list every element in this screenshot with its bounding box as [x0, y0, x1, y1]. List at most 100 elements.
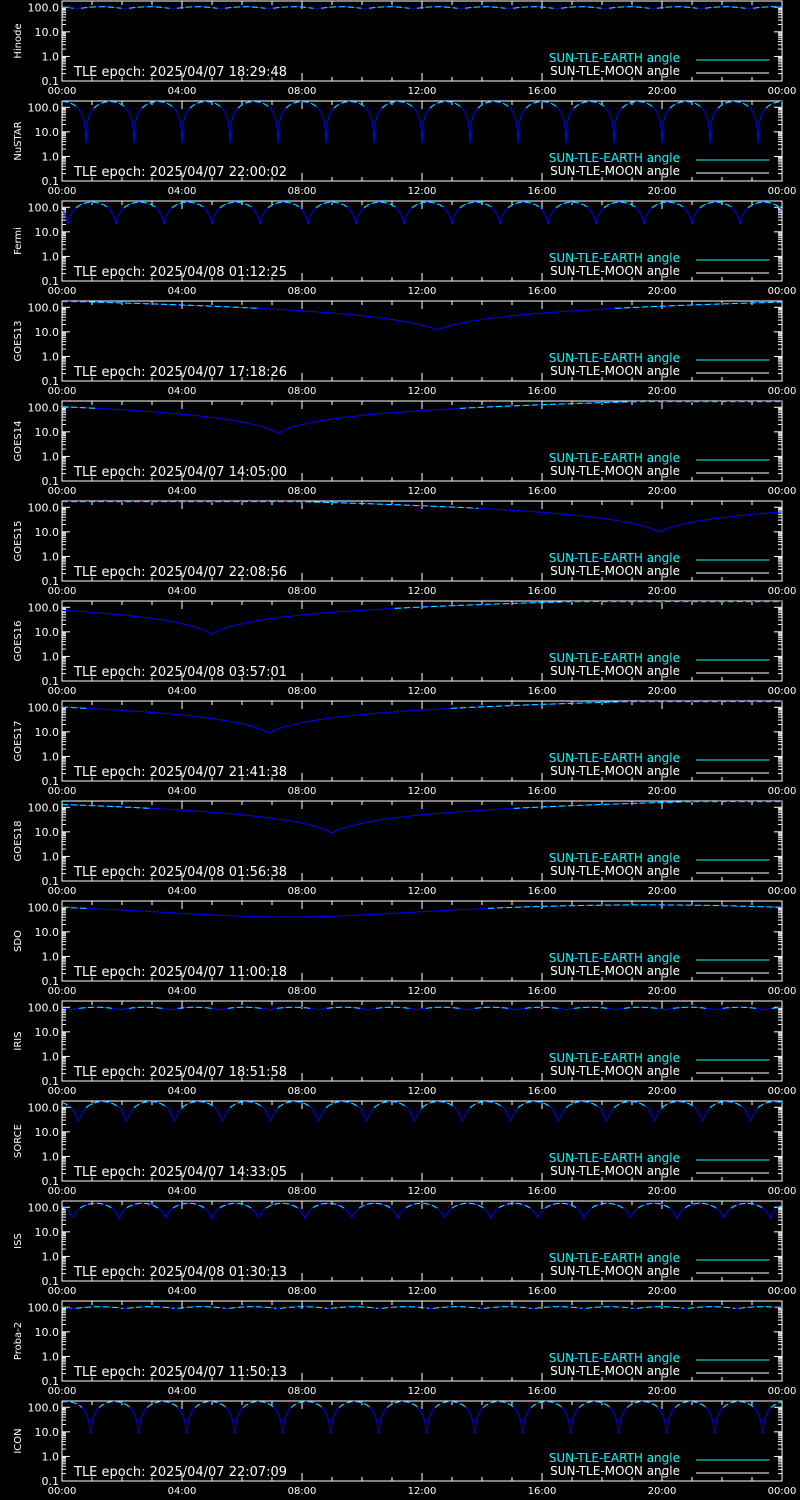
legend-moon-label: SUN-TLE-MOON angle	[550, 964, 680, 978]
x-tick-label: 16:00	[528, 586, 557, 597]
x-tick-label: 08:00	[288, 1286, 317, 1297]
x-tick-label: 00:00	[48, 86, 77, 97]
panel-goes14: 100.010.01.00.100:00 04:00 08:00 12:00 16:00…	[13, 400, 796, 497]
x-tick-label: 12:00	[408, 786, 437, 797]
angle-curve	[62, 101, 782, 145]
panel-iss: 100.010.01.00.100:00 04:00 08:00 12:00 16:00…	[13, 1200, 797, 1297]
x-tick-label: 08:00	[288, 486, 317, 497]
x-tick-label: 16:00	[528, 386, 557, 397]
x-tick-label: 12:00	[408, 486, 437, 497]
x-tick-label: 00:00	[48, 286, 77, 297]
legend-earth-label: SUN-TLE-EARTH angle	[549, 1151, 680, 1165]
y-tick-label: 10.0	[35, 626, 60, 639]
legend-earth-label: SUN-TLE-EARTH angle	[549, 751, 680, 765]
y-tick-label: 10.0	[35, 426, 60, 439]
x-tick-label: 00:00	[48, 1386, 77, 1397]
x-tick-label: 04:00	[168, 586, 197, 597]
x-tick-label: 08:00	[288, 1486, 317, 1497]
x-tick-label: 00:00	[48, 986, 77, 997]
satellite-name: ISS	[13, 1233, 24, 1249]
tle-epoch: TLE epoch: 2025/04/07 22:00:02	[73, 165, 287, 180]
angle-curve-above-90	[62, 801, 782, 809]
y-tick-label: 1.0	[42, 550, 60, 563]
satellite-name: Hinode	[13, 23, 24, 58]
angle-curve-above-90	[61, 1101, 783, 1109]
y-tick-label: 100.0	[28, 401, 60, 414]
x-tick-label: 04:00	[168, 1386, 197, 1397]
y-tick-label: 0.1	[42, 675, 60, 688]
legend-earth-label: SUN-TLE-EARTH angle	[549, 251, 680, 265]
x-tick-label: 20:00	[648, 286, 677, 297]
satellite-name: NuSTAR	[13, 121, 24, 160]
panel-icon: 100.010.01.00.100:00 04:00 08:00 12:00 16:00…	[13, 1400, 796, 1497]
y-tick-label: 0.1	[42, 1375, 60, 1388]
tle-epoch: TLE epoch: 2025/04/07 11:00:18	[73, 965, 287, 980]
tle-epoch: TLE epoch: 2025/04/07 11:50:13	[73, 1365, 287, 1380]
x-tick-label: 20:00	[648, 1286, 677, 1297]
y-tick-label: 10.0	[35, 926, 60, 939]
legend-moon-label: SUN-TLE-MOON angle	[550, 364, 680, 378]
y-tick-label: 0.1	[42, 775, 60, 788]
angle-curve-above-90	[62, 401, 782, 409]
x-tick-label: 08:00	[288, 886, 317, 897]
x-tick-label: 12:00	[408, 286, 437, 297]
y-tick-label: 10.0	[35, 226, 60, 239]
satellite-name: GOES13	[13, 320, 24, 361]
satellite-name: SDO	[13, 930, 24, 952]
x-tick-label: 00:00	[768, 786, 797, 797]
legend-moon-label: SUN-TLE-MOON angle	[550, 164, 680, 178]
x-tick-label: 00:00	[768, 586, 797, 597]
x-tick-label: 00:00	[48, 486, 77, 497]
x-tick-label: 16:00	[528, 686, 557, 697]
tle-epoch: TLE epoch: 2025/04/07 17:18:26	[73, 365, 287, 380]
x-tick-label: 16:00	[528, 286, 557, 297]
x-tick-label: 00:00	[48, 386, 77, 397]
x-tick-label: 20:00	[648, 1386, 677, 1397]
y-tick-label: 1.0	[42, 1250, 60, 1263]
x-tick-label: 20:00	[648, 186, 677, 197]
legend-moon-label: SUN-TLE-MOON angle	[550, 1264, 680, 1278]
angle-curve-above-90	[61, 1202, 783, 1209]
x-tick-label: 04:00	[168, 886, 197, 897]
x-tick-label: 00:00	[768, 286, 797, 297]
x-tick-label: 04:00	[168, 186, 197, 197]
satellite-name: SORCE	[13, 1124, 24, 1158]
legend-moon-label: SUN-TLE-MOON angle	[550, 464, 680, 478]
y-tick-label: 100.0	[28, 801, 60, 814]
y-tick-label: 0.1	[42, 875, 60, 888]
y-tick-label: 100.0	[28, 1201, 60, 1214]
x-tick-label: 08:00	[288, 586, 317, 597]
x-tick-label: 00:00	[768, 686, 797, 697]
legend-earth-label: SUN-TLE-EARTH angle	[549, 51, 680, 65]
satellite-name: GOES18	[13, 820, 24, 861]
angle-curve-above-90	[62, 301, 783, 309]
y-tick-label: 100.0	[28, 1001, 60, 1014]
legend-moon-label: SUN-TLE-MOON angle	[550, 1464, 680, 1478]
x-tick-label: 08:00	[288, 1186, 317, 1197]
x-tick-label: 16:00	[528, 886, 557, 897]
x-tick-label: 00:00	[768, 886, 797, 897]
legend-earth-label: SUN-TLE-EARTH angle	[549, 851, 680, 865]
x-tick-label: 20:00	[648, 1186, 677, 1197]
x-tick-label: 00:00	[48, 1486, 77, 1497]
satellite-name: Fermi	[13, 227, 24, 255]
x-tick-label: 08:00	[288, 986, 317, 997]
y-tick-label: 1.0	[42, 1050, 60, 1063]
y-tick-label: 100.0	[28, 701, 60, 714]
y-tick-label: 10.0	[35, 1026, 60, 1039]
satellite-name: GOES15	[13, 520, 24, 561]
x-tick-label: 12:00	[408, 1086, 437, 1097]
legend-earth-label: SUN-TLE-EARTH angle	[549, 451, 680, 465]
y-tick-label: 0.1	[42, 1075, 60, 1088]
x-tick-label: 04:00	[168, 1286, 197, 1297]
x-tick-label: 16:00	[528, 1086, 557, 1097]
x-tick-label: 20:00	[648, 786, 677, 797]
angle-curve-above-90	[62, 501, 478, 509]
angle-curve-above-90	[62, 904, 782, 909]
y-tick-label: 1.0	[42, 650, 60, 663]
x-tick-label: 20:00	[648, 686, 677, 697]
y-tick-label: 1.0	[42, 950, 60, 963]
y-tick-label: 0.1	[42, 175, 60, 188]
x-tick-label: 00:00	[768, 1286, 797, 1297]
x-tick-label: 12:00	[408, 1286, 437, 1297]
